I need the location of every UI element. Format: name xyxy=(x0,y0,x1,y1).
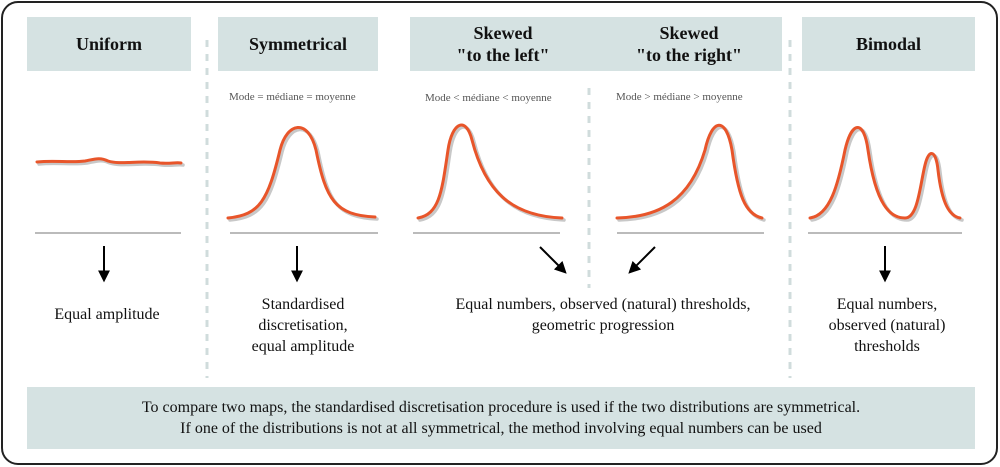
method-skewed: Equal numbers, observed (natural) thresh… xyxy=(455,294,750,336)
method-line: discretisation, xyxy=(258,317,348,334)
header-label: Skewed xyxy=(659,23,719,43)
comparison-note: To compare two maps, the standardised di… xyxy=(27,387,975,449)
method-uniform: Equal amplitude xyxy=(54,306,160,323)
skewed-right-curve-shadow xyxy=(617,125,766,222)
method-line: equal amplitude xyxy=(251,338,355,355)
header-skewed-left: Skewed "to the left" xyxy=(410,22,596,66)
method-line: geometric progression xyxy=(531,317,675,334)
header-skewed: Skewed "to the left" Skewed "to the right" xyxy=(410,17,782,71)
bimodal-curve-shadow xyxy=(810,128,964,222)
symmetrical-curve xyxy=(226,126,377,220)
skewed-right-curve xyxy=(615,123,764,220)
arrow-down-left-icon xyxy=(628,246,656,274)
note-line: If one of the distributions is not at al… xyxy=(180,420,822,437)
header-label: Bimodal xyxy=(855,34,921,54)
note-line: To compare two maps, the standardised di… xyxy=(141,399,861,416)
method-bimodal: Equal numbers, observed (natural) thresh… xyxy=(829,294,946,357)
method-line: Equal numbers, observed (natural) thresh… xyxy=(455,296,751,313)
relation-skewed-left: Mode < médiane < moyenne xyxy=(425,92,552,104)
skewed-left-curve-shadow xyxy=(418,125,566,222)
method-line: observed (natural) xyxy=(828,317,946,334)
header-label: Uniform xyxy=(76,34,142,54)
header-label: Symmetrical xyxy=(249,34,347,54)
method-line: thresholds xyxy=(854,338,920,355)
skewed-left-curve xyxy=(416,123,564,220)
header-uniform: Uniform xyxy=(27,17,191,71)
header-label: "to the left" xyxy=(456,45,550,65)
method-line: Equal numbers, xyxy=(836,296,938,313)
header-label: Skewed xyxy=(473,23,533,43)
symmetrical-curve-shadow xyxy=(228,127,379,222)
header-label: "to the right" xyxy=(636,45,742,65)
method-line: Standardised xyxy=(261,296,345,313)
uniform-curve xyxy=(35,157,183,165)
relation-skewed-right: Mode > médiane > moyenne xyxy=(616,91,743,103)
arrow-down-right-icon xyxy=(539,246,567,274)
bimodal-curve xyxy=(808,126,962,220)
header-skewed-right: Skewed "to the right" xyxy=(596,22,782,66)
header-symmetrical: Symmetrical xyxy=(218,17,378,71)
header-bimodal: Bimodal xyxy=(802,17,975,71)
method-symmetrical: Standardised discretisation, equal ampli… xyxy=(252,294,355,357)
relation-symmetrical: Mode = médiane = moyenne xyxy=(229,91,356,103)
